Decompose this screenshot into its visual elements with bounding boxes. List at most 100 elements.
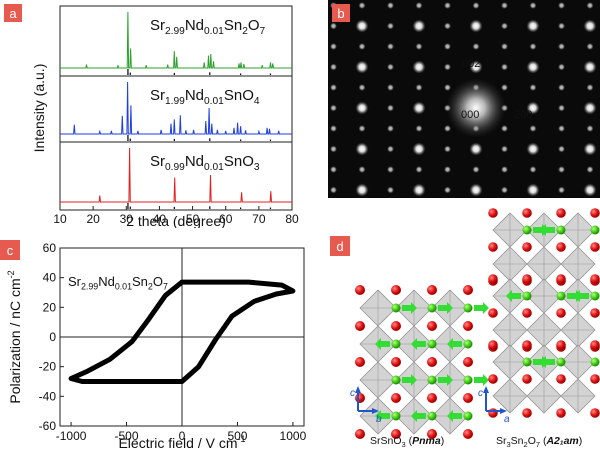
diffraction-spot <box>501 166 508 173</box>
oxygen-atom <box>522 242 532 252</box>
diffraction-spot <box>330 104 337 112</box>
saed-pattern: b 002 000 200 <box>328 0 600 198</box>
diffraction-spot <box>526 60 540 74</box>
diffraction-spot <box>501 43 508 50</box>
oxygen-atom <box>522 308 532 318</box>
diffraction-spot <box>330 145 337 153</box>
xrd-chart: a Sr2.99Nd0.01Sn2O7 Sr1.99Nd0.01SnO4 Sr0.99… <box>4 4 299 229</box>
oxygen-atom <box>463 357 473 367</box>
displacement-arrow <box>474 374 489 386</box>
diffraction-spot <box>444 145 451 153</box>
diffraction-spot <box>501 63 508 71</box>
diffraction-spot <box>586 2 594 9</box>
oxygen-atom <box>556 408 566 418</box>
diffraction-spot <box>501 125 508 132</box>
sr3sn2o7-structure <box>488 208 600 418</box>
oxygen-atom <box>590 242 600 252</box>
diffraction-spot <box>472 166 480 173</box>
oxygen-atom <box>427 429 437 439</box>
diffraction-spot <box>444 84 451 91</box>
oxygen-atom <box>391 357 401 367</box>
diffraction-spot <box>415 2 423 9</box>
diffraction-spot <box>387 22 394 30</box>
oxygen-atom <box>463 429 473 439</box>
diffraction-spot <box>444 186 451 194</box>
sr-atom <box>463 303 473 313</box>
y-tick-label: 40 <box>43 271 57 285</box>
oxygen-atom <box>355 393 365 403</box>
panel-c-label: c <box>7 243 14 258</box>
diffraction-spot <box>330 43 337 50</box>
diffraction-spot <box>330 22 337 30</box>
diffraction-spot <box>330 63 337 71</box>
oxygen-atom <box>391 285 401 295</box>
diffraction-spot <box>558 166 565 173</box>
diffraction-spot <box>444 166 451 173</box>
panel-a-badge <box>4 4 22 22</box>
diffraction-spot <box>526 19 540 33</box>
displacement-arrow <box>375 338 390 350</box>
diffraction-spot <box>501 84 508 91</box>
diffraction-spot <box>387 104 394 112</box>
y-tick-label: 0 <box>49 330 56 344</box>
series-label: Sr1.99Nd0.01SnO4 <box>150 87 260 107</box>
diffraction-spot <box>558 104 565 112</box>
diffraction-spot <box>358 166 366 173</box>
sr-atom <box>556 357 566 367</box>
oxygen-atom <box>522 208 532 218</box>
diffraction-spot <box>355 101 369 115</box>
axis-label-a: a <box>504 414 510 425</box>
diffraction-spot <box>355 142 369 156</box>
y-tick-label: 60 <box>43 241 57 255</box>
displacement-arrow <box>411 410 426 422</box>
oxygen-atom <box>522 408 532 418</box>
displacement-arrow <box>506 290 521 302</box>
pe-sample-label: Sr2.99Nd0.01Sn2O7 <box>68 274 168 292</box>
x-tick-label: 10 <box>53 212 67 226</box>
diffraction-spot <box>583 183 597 197</box>
oxygen-atom <box>556 208 566 218</box>
diffraction-spot <box>412 19 426 33</box>
oxygen-atom <box>427 357 437 367</box>
diffraction-spot <box>444 22 451 30</box>
diffraction-spot <box>469 142 483 156</box>
diffraction-spot <box>583 60 597 74</box>
diffraction-spot <box>529 125 537 132</box>
oxygen-atom <box>556 340 566 350</box>
diffraction-spot <box>355 60 369 74</box>
sr-atom <box>463 375 473 385</box>
sr-atom <box>427 303 437 313</box>
diffraction-spot <box>472 43 480 50</box>
oxygen-atom <box>463 285 473 295</box>
diffraction-spot <box>586 125 594 132</box>
x-axis-label: 2 theta (degree) <box>126 213 226 228</box>
diffraction-spot <box>444 125 451 132</box>
diffraction-spot <box>358 2 366 9</box>
sr-atom <box>427 375 437 385</box>
diffraction-spot <box>558 186 565 194</box>
diffraction-spot <box>558 2 565 9</box>
x-tick-label: 30 <box>120 212 134 226</box>
diffraction-spot <box>358 84 366 91</box>
sr-atom <box>463 411 473 421</box>
diffraction-spot <box>583 19 597 33</box>
oxygen-atom <box>556 242 566 252</box>
diffraction-spot <box>415 84 423 91</box>
diffraction-spot <box>330 125 337 132</box>
oxygen-atom <box>590 208 600 218</box>
panel-b-label: b <box>337 6 344 21</box>
oxygen-atom <box>522 340 532 350</box>
xrd-series-line <box>60 11 292 69</box>
diffraction-spot <box>529 2 537 9</box>
panel-b: b 002 000 200 <box>328 0 600 198</box>
diffraction-spot <box>387 63 394 71</box>
diffraction-spot <box>586 43 594 50</box>
oxygen-atom <box>590 374 600 384</box>
sr-atom <box>427 339 437 349</box>
diffraction-spot <box>583 142 597 156</box>
oxygen-atom <box>590 274 600 284</box>
series-label: Sr0.99Nd0.01SnO3 <box>150 153 260 173</box>
sr-atom <box>522 291 532 301</box>
oxygen-atom <box>488 408 498 418</box>
diffraction-spot <box>412 142 426 156</box>
